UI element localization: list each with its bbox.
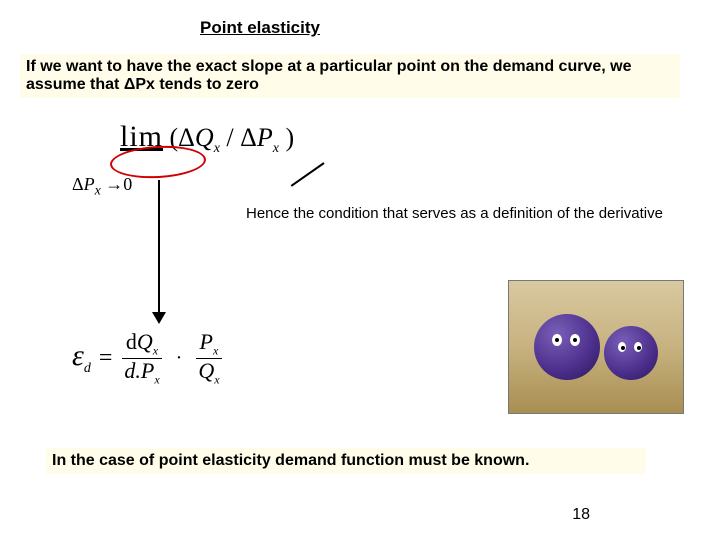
cartoon-ball-small [604, 326, 658, 380]
cartoon-illustration [508, 280, 684, 414]
fraction-dq-dp: dQx d.Px [120, 330, 163, 386]
derivation-arrow-line [158, 180, 160, 314]
cartoon-ball-large [534, 314, 600, 380]
page-title: Point elasticity [200, 18, 320, 38]
dot-operator: · [172, 347, 187, 370]
fraction-p-q: Px Qx [194, 330, 223, 386]
lim-word: lim [120, 120, 163, 153]
equals-sign: = [99, 345, 113, 372]
limit-ratio: (ΔQx / ΔPx ) [170, 123, 295, 152]
conclusion-text: In the case of point elasticity demand f… [46, 448, 646, 474]
derivation-arrow-head [152, 312, 166, 324]
hence-text: Hence the condition that serves as a def… [246, 204, 663, 224]
page-number: 18 [572, 506, 590, 524]
intro-text: If we want to have the exact slope at a … [20, 54, 680, 98]
limit-formula: lim (ΔQx / ΔPx ) ΔPx →0 [120, 120, 294, 190]
elasticity-equation: εd = dQx d.Px · Px Qx [72, 330, 224, 386]
pointer-line [291, 162, 325, 187]
limit-subscript: ΔPx →0 [72, 174, 132, 194]
epsilon-symbol: εd [72, 339, 91, 377]
